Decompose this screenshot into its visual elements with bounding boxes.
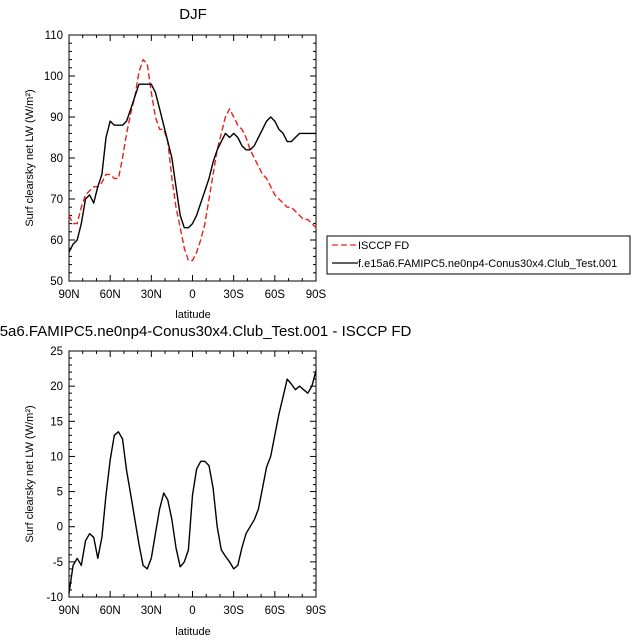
chart-top-series-line-1 [68,83,316,253]
chart-top-y-tick-label: 100 [44,71,63,83]
chart-bottom-x-tick-label: 30S [223,605,244,617]
chart-bottom-y-axis-label: Surf clearsky net LW (W/m²) [24,405,36,542]
chart-top-title: DJF [179,6,207,23]
chart-top-x-tick-label: 30S [223,289,244,301]
chart-top-y-axis: 50 60 70 80 90 100 110 [44,30,316,288]
chart-bottom-x-tick-label: 60N [100,605,121,617]
chart-bottom-y-tick-label: 25 [50,346,63,358]
chart-bottom-y-tick-label: 15 [50,416,63,428]
chart-bottom-x-tick-label: 30N [141,605,162,617]
chart-top: DJF 50 60 70 80 90 100 110 90N 60N 30N 0 30S 60S 90S… [24,6,631,321]
chart-bottom-y-tick-label: 5 [57,487,63,499]
chart-bottom-title: f.e15a6.FAMIPC5.ne0np4-Conus30x4.Club_Te… [0,323,411,340]
chart-bottom-x-axis: 90N 60N 30N 0 30S 60S 90S [58,351,327,617]
chart-top-x-axis-label: latitude [175,309,210,321]
chart-top-x-tick-label: 60S [265,289,286,301]
chart-top-plot-frame [68,34,317,282]
chart-top-x-tick-label: 90N [58,289,79,301]
chart-bottom-y-tick-label: 0 [57,522,63,534]
chart-bottom-x-tick-label: 60S [265,605,286,617]
chart-top-y-tick-label: 110 [45,30,63,42]
legend-entry-model-label: f.e15a6.FAMIPC5.ne0np4-Conus30x4.Club_Te… [358,258,617,270]
legend-entry-isccp-label: ISCCP FD [358,240,409,252]
chart-top-series [68,58,317,262]
chart-bottom-x-tick-label: 90N [58,605,79,617]
chart-bottom-y-tick-label: -5 [53,557,63,569]
chart-bottom-y-axis: -10 -5 0 5 10 15 20 25 [46,346,316,604]
chart-bottom-x-tick-label: 0 [189,605,195,617]
chart-bottom-series-line-0 [68,370,317,594]
chart-top-x-tick-label: 60N [100,289,121,301]
chart-bottom-y-tick-label: -10 [46,592,63,604]
chart-top-x-tick-label: 30N [141,289,162,301]
chart-top-x-tick-label: 90S [306,289,327,301]
chart-top-y-tick-label: 60 [50,235,63,247]
chart-bottom-y-tick-label: 10 [50,451,63,463]
chart-bottom-x-tick-label: 90S [306,605,327,617]
chart-top-y-tick-label: 90 [50,112,63,124]
chart-top-y-tick-label: 50 [50,276,63,288]
chart-bottom-y-tick-label: 20 [50,381,63,393]
chart-top-x-axis: 90N 60N 30N 0 30S 60S 90S [58,35,327,301]
chart-top-legend: ISCCP FD f.e15a6.FAMIPC5.ne0np4-Conus30x… [326,235,631,275]
chart-top-y-tick-label: 70 [50,194,63,206]
chart-top-y-axis-label: Surf clearsky net LW (W/m²) [24,89,36,226]
chart-top-y-tick-label: 80 [50,153,63,165]
legend-box [326,235,631,275]
chart-bottom: f.e15a6.FAMIPC5.ne0np4-Conus30x4.Club_Te… [0,323,411,638]
chart-bottom-x-axis-label: latitude [175,626,210,638]
chart-bottom-series [68,370,317,594]
chart-top-x-tick-label: 0 [189,289,195,301]
chart-bottom-plot-frame [68,350,317,598]
chart-top-series-line-0 [68,58,317,262]
